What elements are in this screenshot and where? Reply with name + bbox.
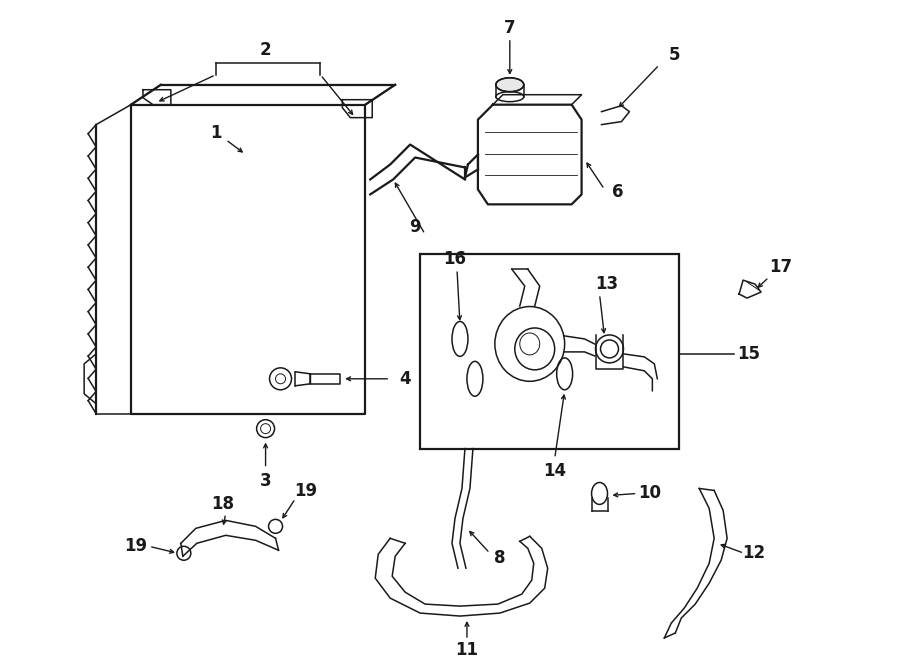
Text: 19: 19 [294,483,317,500]
Text: 14: 14 [543,461,566,479]
Text: 19: 19 [124,537,148,555]
Text: 10: 10 [638,485,661,502]
Text: 5: 5 [669,46,680,64]
Text: 16: 16 [444,250,466,268]
Text: 1: 1 [210,124,221,141]
Text: 6: 6 [612,183,623,202]
Text: 11: 11 [455,641,479,659]
Text: 3: 3 [260,473,272,490]
Text: 15: 15 [738,345,760,363]
Text: 18: 18 [212,495,234,514]
Bar [420,254,680,449]
Text: 12: 12 [742,544,766,563]
Text: 2: 2 [260,41,272,59]
Text: 17: 17 [770,258,793,276]
Text: 13: 13 [595,275,618,293]
Text: 9: 9 [410,218,421,236]
Text: 8: 8 [494,549,506,567]
Ellipse shape [496,78,524,92]
Text: 4: 4 [400,369,411,388]
Text: 7: 7 [504,19,516,37]
